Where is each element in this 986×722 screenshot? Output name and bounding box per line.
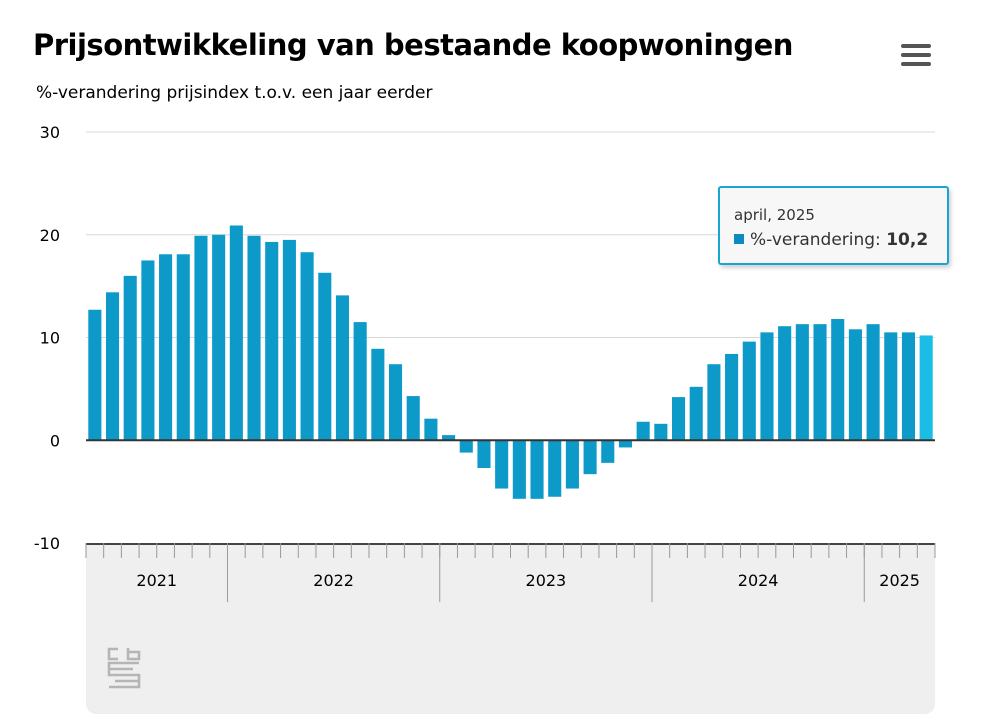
bar[interactable] [406, 396, 420, 441]
x-year-label: 2023 [526, 571, 567, 590]
bar[interactable] [583, 440, 597, 475]
bar[interactable] [247, 235, 261, 441]
bar[interactable] [335, 295, 350, 441]
y-tick-label: 0 [50, 431, 60, 450]
bar[interactable] [459, 440, 473, 453]
hamburger-menu-icon[interactable] [898, 42, 934, 70]
bar[interactable] [778, 326, 792, 441]
bar[interactable] [159, 254, 173, 441]
bar[interactable] [548, 440, 562, 497]
bar[interactable] [742, 341, 756, 441]
bar[interactable] [618, 440, 633, 448]
y-tick-label: 10 [40, 329, 60, 348]
cbs-logo-icon [107, 647, 141, 689]
bar[interactable] [884, 332, 898, 441]
bar[interactable] [194, 235, 208, 441]
bar[interactable] [300, 252, 314, 441]
chart-subtitle: %-verandering prijsindex t.o.v. een jaar… [36, 83, 433, 103]
bar[interactable] [671, 397, 686, 441]
bar[interactable] [212, 234, 226, 441]
bar[interactable] [424, 418, 438, 441]
bar[interactable] [88, 309, 102, 441]
bar[interactable] [388, 364, 403, 441]
bar[interactable] [495, 440, 509, 489]
navigator-panel [86, 602, 935, 714]
bar[interactable] [105, 292, 120, 441]
bar[interactable] [795, 324, 809, 441]
bar[interactable] [565, 440, 579, 489]
bar[interactable] [141, 260, 155, 441]
bar[interactable] [477, 440, 491, 468]
bar[interactable] [530, 440, 544, 499]
bar[interactable] [760, 332, 774, 441]
y-tick-label: 30 [40, 123, 60, 142]
bar[interactable] [318, 272, 332, 441]
x-year-label: 2025 [879, 571, 920, 590]
bar[interactable] [654, 423, 668, 441]
bar[interactable] [282, 239, 296, 441]
y-tick-label: 20 [40, 226, 60, 245]
bar[interactable] [901, 332, 916, 441]
bar[interactable] [229, 225, 243, 441]
bar[interactable] [831, 319, 845, 441]
tooltip-value-row: %-verandering: 10,2 [734, 230, 928, 250]
bar[interactable] [813, 324, 827, 441]
bar[interactable] [123, 275, 137, 441]
tooltip-value: 10,2 [886, 230, 929, 250]
bar[interactable] [371, 348, 385, 441]
y-tick-label: -10 [34, 534, 60, 553]
bar[interactable] [848, 329, 862, 441]
bar[interactable] [707, 364, 721, 441]
bar[interactable] [919, 335, 933, 441]
x-year-label: 2021 [136, 571, 177, 590]
tooltip: april, 2025 %-verandering: 10,2 [718, 186, 949, 265]
bar[interactable] [512, 440, 526, 499]
tooltip-series-swatch [734, 234, 744, 244]
tooltip-date: april, 2025 [734, 206, 815, 224]
bar[interactable] [176, 254, 190, 441]
bar[interactable] [601, 440, 615, 463]
tooltip-series-label: %-verandering: [750, 230, 881, 250]
bar[interactable] [636, 421, 650, 441]
bar[interactable] [689, 386, 703, 441]
bar[interactable] [353, 322, 367, 441]
chart-title: Prijsontwikkeling van bestaande koopwoni… [33, 28, 793, 62]
bar[interactable] [442, 435, 456, 441]
x-year-label: 2024 [738, 571, 779, 590]
x-year-label: 2022 [313, 571, 354, 590]
bar[interactable] [265, 241, 279, 441]
bar[interactable] [725, 353, 739, 441]
bar[interactable] [866, 324, 880, 441]
